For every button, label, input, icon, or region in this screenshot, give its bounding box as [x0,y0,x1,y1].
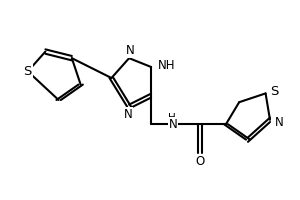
Text: H: H [168,113,176,123]
Text: N: N [126,44,135,57]
Text: S: S [24,65,32,78]
Text: O: O [195,155,204,168]
Text: N: N [274,116,283,129]
Text: N: N [169,118,178,131]
Text: N: N [124,108,132,121]
Text: NH: NH [158,59,175,72]
Text: S: S [270,85,279,98]
